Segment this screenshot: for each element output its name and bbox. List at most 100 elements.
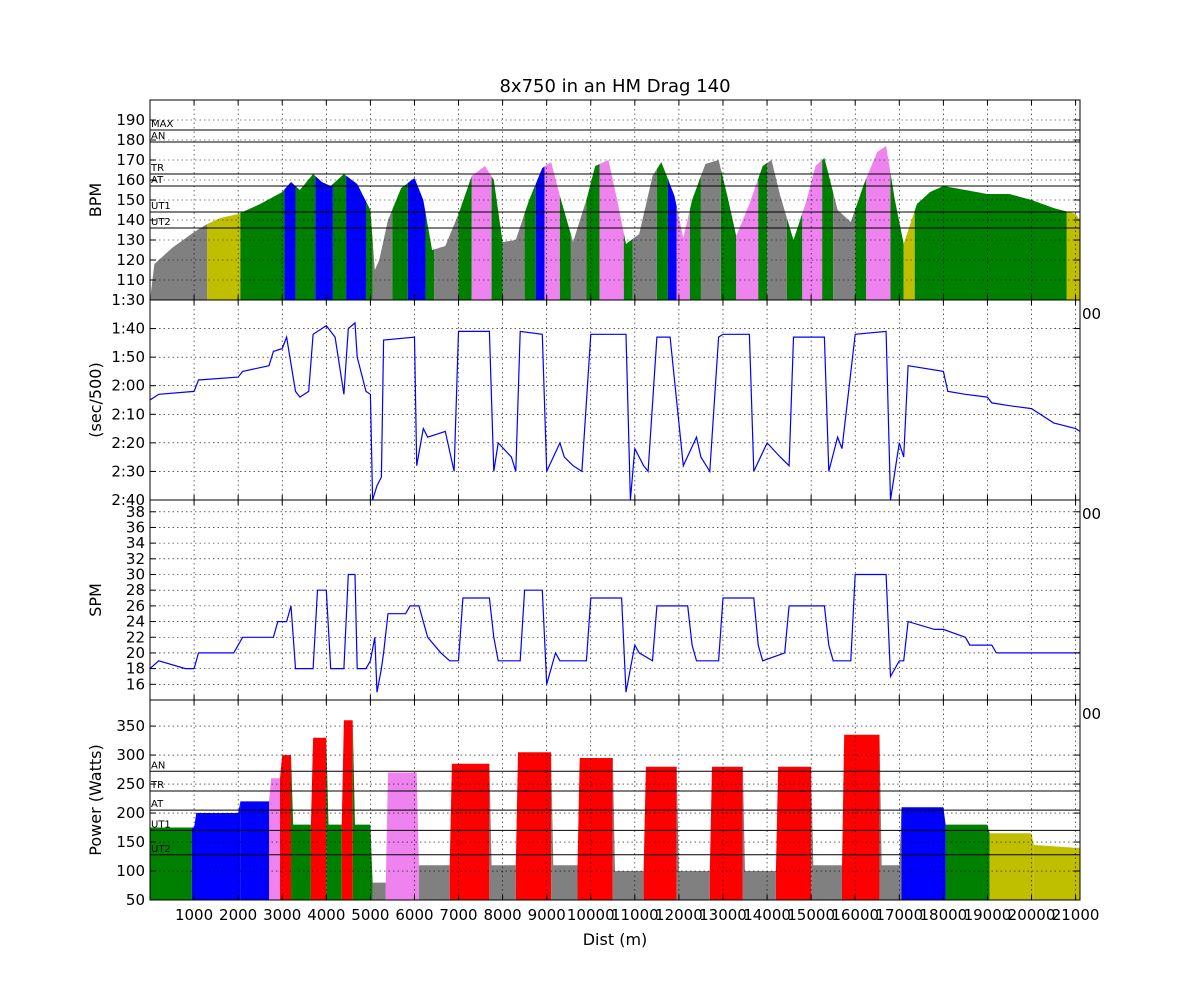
x-tick-label: 7000 bbox=[439, 906, 477, 924]
y-tick-label: 2:00 bbox=[111, 377, 145, 395]
x-tick-label: 20000 bbox=[1008, 906, 1056, 924]
zone-segment-gray bbox=[372, 882, 386, 900]
zone-segment-green bbox=[491, 176, 503, 300]
zone-segment-red bbox=[310, 737, 327, 900]
threshold-label: AN bbox=[151, 131, 165, 142]
y-tick-label: 30 bbox=[126, 566, 145, 584]
x-tick-label: 19000 bbox=[964, 906, 1012, 924]
y-tick-label: 2:20 bbox=[111, 434, 145, 452]
y-tick-label: 1:40 bbox=[111, 320, 145, 338]
area-zones bbox=[150, 146, 1080, 300]
zone-segment-green bbox=[786, 213, 803, 300]
y-tick-label: 28 bbox=[126, 581, 145, 599]
x-tick-label: 13000 bbox=[699, 906, 747, 924]
zone-segment-gray bbox=[502, 213, 525, 300]
zone-segment-pink bbox=[269, 778, 281, 900]
zone-segment-blue bbox=[191, 801, 241, 900]
zone-segment-green bbox=[150, 827, 192, 900]
threshold-label: UT2 bbox=[151, 217, 171, 228]
zone-segment-blue bbox=[535, 166, 545, 300]
threshold-label: UT1 bbox=[151, 201, 171, 212]
y-tick-label: 18 bbox=[126, 660, 145, 678]
threshold-label: UT1 bbox=[151, 819, 171, 830]
zone-segment-pink bbox=[471, 166, 492, 300]
y-tick-label: 24 bbox=[126, 613, 145, 631]
x-tick-label: 11000 bbox=[611, 906, 659, 924]
zone-segment-green bbox=[295, 174, 316, 300]
zone-segment-green bbox=[758, 163, 768, 300]
zone-segment-blue bbox=[346, 175, 366, 300]
zone-segment-red bbox=[515, 752, 552, 900]
x-axis-label: Dist (m) bbox=[583, 930, 648, 949]
zone-segment-red bbox=[709, 766, 743, 900]
threshold-label: AN bbox=[151, 760, 165, 771]
zone-segment-red bbox=[643, 766, 677, 900]
threshold-label: AT bbox=[151, 799, 164, 810]
threshold-label: TR bbox=[150, 780, 164, 791]
x-tick-label: 1000 bbox=[175, 906, 213, 924]
zone-segment-pink bbox=[736, 178, 759, 300]
x-tick-label: 4000 bbox=[307, 906, 345, 924]
y-axis-label: SPM bbox=[86, 583, 105, 617]
panel-frame bbox=[149, 699, 1081, 901]
zone-segment-gray bbox=[833, 192, 856, 300]
zone-segment-green bbox=[720, 169, 737, 300]
zone-segment-yellow bbox=[207, 213, 241, 300]
zone-segment-green bbox=[914, 186, 1067, 300]
threshold-label: UT2 bbox=[151, 844, 171, 855]
x-tick-label: 5000 bbox=[351, 906, 389, 924]
y-tick-label: 300 bbox=[116, 746, 145, 764]
zone-segment-gray bbox=[632, 169, 657, 300]
y-tick-label: 2:10 bbox=[111, 405, 145, 423]
zone-segment-yellow bbox=[903, 210, 915, 300]
zone-segment-green bbox=[392, 183, 408, 300]
zone-segment-green bbox=[326, 737, 342, 900]
right-axis-label: 00 bbox=[1082, 705, 1101, 723]
zone-segment-green bbox=[524, 184, 536, 300]
zone-segment-green bbox=[586, 164, 600, 300]
x-tick-label: 21000 bbox=[1052, 906, 1100, 924]
subplot-1: 1:30 1:40 1:50 2:00 2:10 2:20 2:30 2:40 (sec/500… bbox=[86, 291, 1101, 509]
zone-segment-green bbox=[458, 176, 472, 300]
zone-segment-red bbox=[577, 758, 613, 900]
zone-segment-gray bbox=[372, 209, 393, 300]
x-tick-label: 15000 bbox=[787, 906, 835, 924]
y-tick-label: 2:30 bbox=[111, 462, 145, 480]
x-tick-labels: 1000 2000 3000 4000 5000 6000 7000 8000 9000 1000… bbox=[175, 906, 1099, 924]
zone-segment-green bbox=[623, 233, 633, 300]
zone-segment-green bbox=[425, 212, 435, 300]
zone-segment-blue bbox=[667, 179, 677, 300]
y-tick-label: 350 bbox=[116, 717, 145, 735]
zone-segment-yellow bbox=[1033, 844, 1080, 900]
y-tick-label: 110 bbox=[116, 271, 145, 289]
subplot-3: AN TR AT UT1 UT2 50 100 150 200 250 300 350 Power (W… bbox=[86, 699, 1101, 909]
y-axis-label: Power (Watts) bbox=[86, 744, 105, 855]
zone-segment-pink bbox=[676, 206, 690, 300]
x-tick-label: 8000 bbox=[484, 906, 522, 924]
zone-segment-gray bbox=[742, 766, 776, 900]
y-tick-label: 38 bbox=[126, 503, 145, 521]
y-tick-label: 150 bbox=[116, 833, 145, 851]
x-tick-label: 16000 bbox=[831, 906, 879, 924]
y-tick-label: 1:30 bbox=[111, 291, 145, 309]
zone-segment-gray bbox=[418, 865, 450, 900]
zone-segment-yellow bbox=[989, 833, 1034, 900]
right-axis-label: 00 bbox=[1082, 305, 1101, 323]
zone-segment-green bbox=[559, 196, 571, 300]
zone-segment-gray bbox=[811, 766, 842, 900]
zone-segment-yellow bbox=[1066, 211, 1080, 300]
zone-segment-green bbox=[689, 176, 701, 300]
y-tick-label: 26 bbox=[126, 597, 145, 615]
zone-segment-green bbox=[240, 189, 285, 300]
y-tick-label: 1:50 bbox=[111, 348, 145, 366]
zone-segment-green bbox=[332, 174, 347, 300]
y-tick-label: 36 bbox=[126, 518, 145, 536]
x-tick-label: 12000 bbox=[655, 906, 703, 924]
zone-segment-pink bbox=[802, 160, 823, 300]
zone-segment-gray bbox=[489, 763, 516, 900]
zone-segment-green bbox=[365, 201, 373, 300]
zone-segment-pink bbox=[385, 772, 419, 900]
